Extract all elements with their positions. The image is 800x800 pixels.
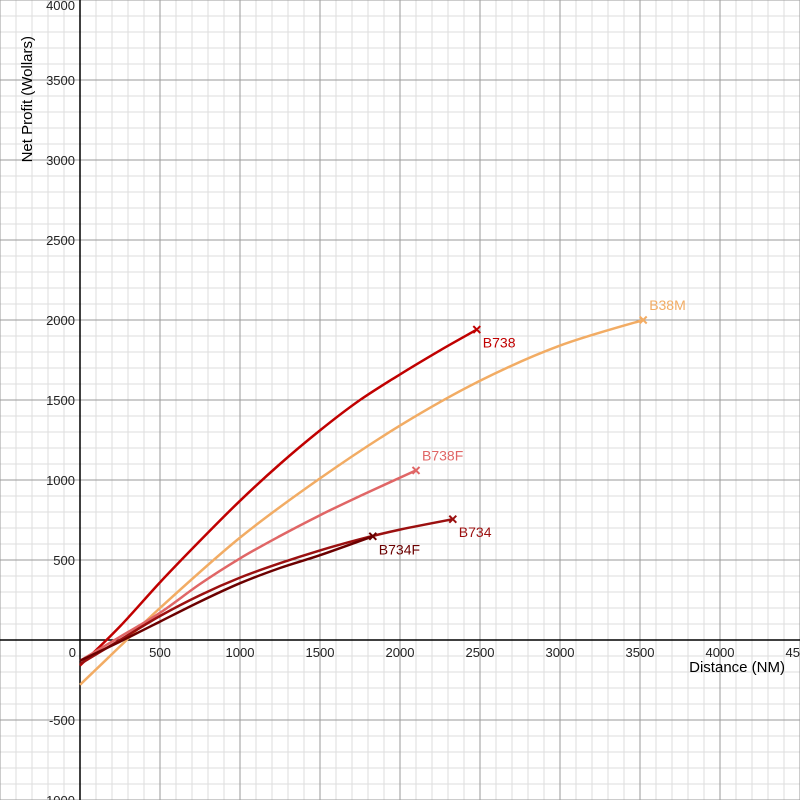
marker-stroke — [411, 466, 421, 475]
series-line-b738 — [79, 328, 478, 667]
series-endpoint-marker-b734f — [368, 532, 378, 541]
marker-stroke — [368, 532, 378, 541]
series-line-b734 — [79, 517, 454, 666]
marker-stroke — [472, 325, 482, 334]
y-tick-label: 2000 — [46, 313, 75, 328]
y-tick-label: -1000 — [42, 793, 75, 800]
tick-labels: 0 500 1000 1500 2000 2500 3000 3500 4000 4500 4000… — [42, 0, 800, 800]
x-tick-label: 2500 — [466, 645, 495, 660]
series-endpoint-marker-b734 — [448, 514, 458, 524]
x-tick-label: 4500 — [786, 645, 800, 660]
series-label-b734: B734 — [459, 524, 492, 540]
y-tick-label: 1000 — [46, 473, 75, 488]
y-tick-label: 3000 — [46, 153, 75, 168]
y-tick-label: 2500 — [46, 233, 75, 248]
series-label-b734f: B734F — [379, 541, 420, 557]
series-endpoint-marker-b38m — [638, 315, 648, 325]
y-tick-label: 1500 — [46, 393, 75, 408]
x-tick-label: 0 — [69, 645, 76, 660]
x-tick-label: 3500 — [626, 645, 655, 660]
y-tick-label: 4000 — [46, 0, 75, 13]
x-tick-label: 2000 — [386, 645, 415, 660]
y-axis-title: Net Profit (Wollars) — [19, 36, 36, 162]
series-label-b38m: B38M — [649, 297, 686, 313]
y-tick-label: 3500 — [46, 73, 75, 88]
series-label-b738f: B738F — [422, 447, 463, 463]
series-line-b734f — [79, 535, 374, 662]
x-tick-label: 1000 — [226, 645, 255, 660]
series-label-b738: B738 — [483, 335, 516, 351]
x-tick-label: 500 — [149, 645, 171, 660]
series-endpoint-marker-b738f — [411, 466, 421, 475]
series-line-b38m — [79, 318, 644, 686]
y-tick-label: 500 — [53, 553, 75, 568]
x-tick-label: 4000 — [706, 645, 735, 660]
x-tick-label: 1500 — [306, 645, 335, 660]
marker-stroke — [638, 315, 648, 325]
marker-stroke — [448, 514, 458, 524]
series-line-b738f — [79, 469, 417, 662]
x-axis-title: Distance (NM) — [689, 659, 785, 676]
series-endpoint-marker-b738 — [472, 325, 482, 334]
x-tick-label: 3000 — [546, 645, 575, 660]
series-group: B738 B38M B738F B734 B734F — [79, 297, 686, 686]
y-tick-label: -500 — [49, 713, 75, 728]
